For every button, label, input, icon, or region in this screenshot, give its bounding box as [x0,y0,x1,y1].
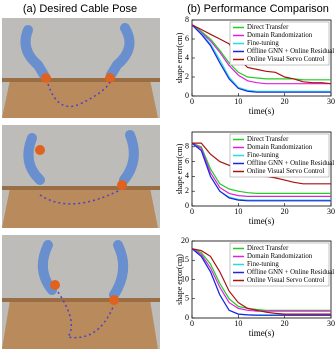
series-line [191,248,331,315]
series-line [191,248,331,311]
x-tick-label: 0 [190,319,194,328]
legend-label: Direct Transfer [247,24,289,31]
x-tick-label: 10 [234,207,242,216]
y-tick-label: 6 [185,34,189,43]
legend-label: Fine-tuning [247,261,279,268]
legend-box [229,21,330,66]
y-tick-label: 0 [185,201,189,210]
series-line [191,142,331,194]
series-line [191,24,331,81]
legend-label: Domain Randomization [247,144,313,151]
y-tick-label: 2 [185,186,189,195]
panel-title: (b) Performance Comparison [187,3,329,15]
x-tick-label: 0 [190,97,194,106]
y-axis-label: shape error(cm) [175,254,184,305]
x-axis-label: time(s) [249,106,275,116]
x-tick-label: 10 [234,319,242,328]
legend-box [229,133,330,178]
scene-image [2,235,160,349]
x-tick-label: 30 [327,207,335,216]
series-line [191,24,331,93]
x-tick-label: 30 [327,319,335,328]
x-tick-label: 20 [281,97,289,106]
y-tick-label: 8 [185,15,189,24]
y-tick-label: 4 [185,53,189,62]
plot-area [191,131,332,207]
x-tick-label: 10 [234,97,242,106]
x-axis-label: time(s) [249,216,275,226]
x-tick-label: 0 [190,207,194,216]
legend-label: Direct Transfer [247,136,289,143]
legend-label: Domain Randomization [247,253,313,260]
x-tick-label: 20 [281,319,289,328]
y-tick-label: 10 [181,274,189,283]
panel-title: (a) Desired Cable Pose [23,3,137,15]
y-tick-label: 0 [185,91,189,100]
scene-image [2,125,160,228]
y-axis-label: shape error(cm) [175,143,184,194]
y-tick-label: 15 [181,255,189,264]
legend-label: Offline GNN + Online Residual [247,160,334,167]
legend-label: Online Visual Servo Control [247,56,325,63]
legend-label: Online Visual Servo Control [247,277,325,284]
series-line [191,24,332,85]
legend-label: Fine-tuning [247,40,279,47]
series-line [191,142,331,202]
x-axis-label: time(s) [249,328,275,338]
series-line [191,142,331,197]
legend-label: Fine-tuning [247,152,279,159]
y-tick-label: 8 [185,142,189,151]
series-line [191,24,331,85]
x-tick-label: 30 [327,97,335,106]
y-tick-label: 2 [185,72,189,81]
y-tick-label: 0 [185,313,189,322]
legend-label: Offline GNN + Online Residual [247,48,334,55]
series-line [191,24,331,92]
legend-label: Online Visual Servo Control [247,168,325,175]
x-tick-label: 20 [281,207,289,216]
y-axis-label: shape error(cm) [175,32,184,83]
y-tick-label: 6 [185,156,189,165]
y-tick-label: 20 [181,236,189,245]
scene-image [2,18,160,118]
series-line [191,248,331,316]
legend-label: Domain Randomization [247,32,313,39]
y-tick-label: 5 [185,294,189,303]
y-tick-label: 4 [185,171,189,180]
legend-box [229,242,330,287]
legend-label: Direct Transfer [247,245,289,252]
legend-label: Offline GNN + Online Residual [247,269,334,276]
